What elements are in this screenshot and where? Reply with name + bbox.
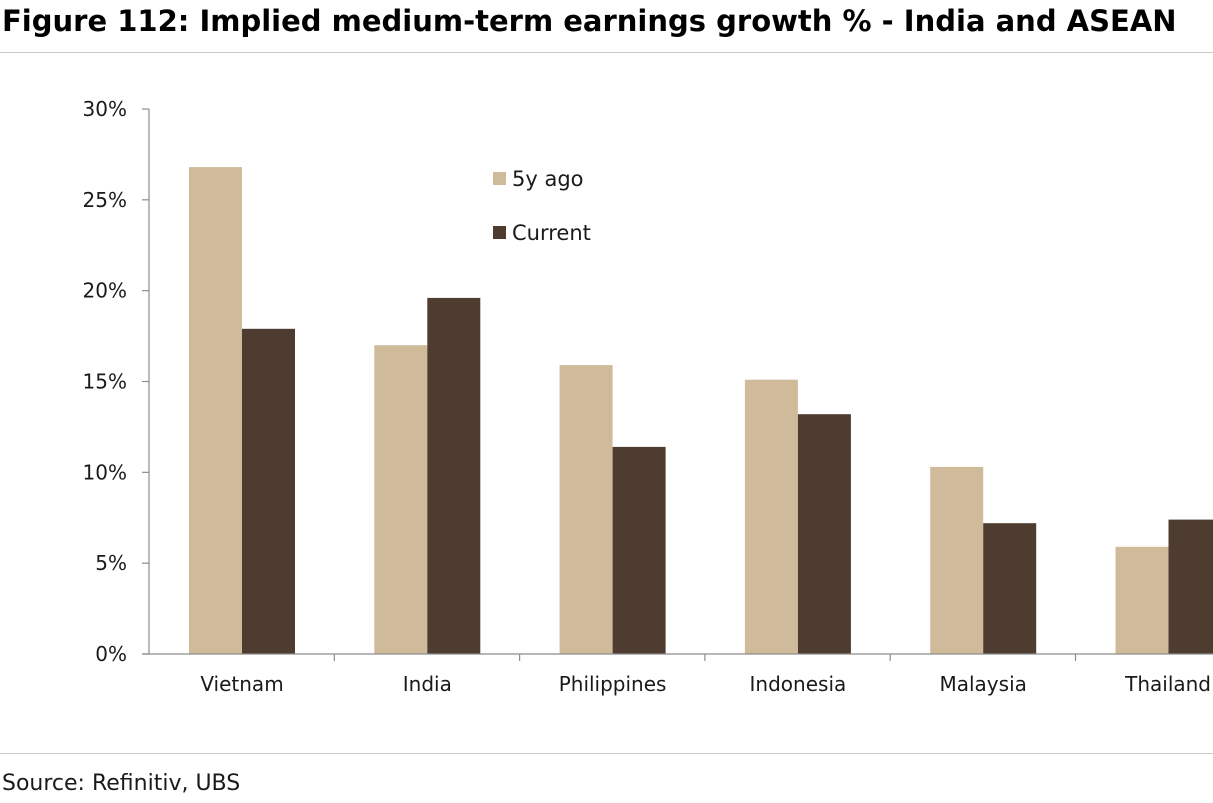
bar-philippines-current: [612, 446, 666, 654]
bar-thailand-current: [1168, 519, 1213, 654]
bar-indonesia-5y-ago: [744, 379, 798, 654]
y-tick-label: 20%: [83, 279, 127, 303]
legend-swatch-current: [493, 226, 506, 239]
bar-vietnam-current: [242, 328, 295, 654]
bar-india-5y-ago: [374, 345, 428, 654]
y-tick-label: 25%: [83, 188, 127, 212]
bar-malaysia-5y-ago: [930, 466, 984, 654]
y-tick-label: 0%: [95, 642, 127, 666]
bar-vietnam-5y-ago: [189, 167, 242, 654]
bar-indonesia-current: [797, 414, 851, 654]
bar-malaysia-current: [983, 523, 1037, 654]
legend-swatch-5y-ago: [493, 172, 506, 185]
y-tick-label: 10%: [83, 460, 127, 484]
chart-title: Figure 112: Implied medium-term earnings…: [2, 4, 1177, 38]
source-note: Source: Refinitiv, UBS: [2, 771, 241, 796]
axes-layer: 0% 5% 10% 15% 20% 25% 30% Vietnam India Philippin…: [83, 97, 1213, 696]
bar-thailand-5y-ago: [1115, 546, 1169, 654]
legend-label-5y-ago: 5y ago: [512, 167, 584, 191]
bar-india-current: [427, 297, 481, 654]
source-divider: [0, 753, 1213, 754]
title-divider: [0, 52, 1213, 53]
legend-label-current: Current: [512, 221, 591, 245]
x-tick-label-indonesia: Indonesia: [750, 672, 847, 696]
x-tick-label-thailand: Thailand: [1124, 672, 1211, 696]
x-tick-label-philippines: Philippines: [559, 672, 667, 696]
bar-chart: 0% 5% 10% 15% 20% 25% 30% Vietnam India Philippin…: [83, 97, 1213, 696]
y-tick-label: 30%: [83, 97, 127, 121]
bar-philippines-5y-ago: [559, 365, 613, 654]
y-tick-label: 15%: [83, 370, 127, 394]
x-tick-label-india: India: [403, 672, 452, 696]
x-tick-label-malaysia: Malaysia: [939, 672, 1026, 696]
y-tick-label: 5%: [95, 551, 127, 575]
x-tick-label-vietnam: Vietnam: [200, 672, 283, 696]
bars-layer: [189, 167, 1213, 654]
legend: 5y ago Current: [493, 167, 591, 245]
